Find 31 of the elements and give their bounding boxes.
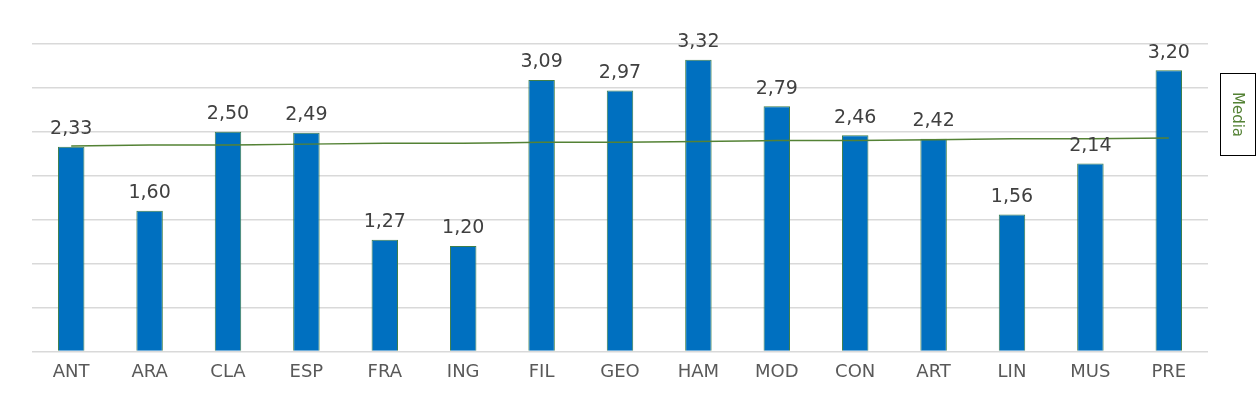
data-label: 2,42	[912, 108, 955, 131]
x-tick-label: GEO	[600, 359, 640, 381]
data-label: 2,14	[1069, 132, 1112, 155]
text: Media	[1229, 92, 1247, 138]
x-tick-label: PRE	[1151, 359, 1187, 381]
data-label: 1,60	[128, 180, 171, 203]
data-label: 2,79	[755, 75, 798, 98]
data-label: 1,20	[442, 215, 485, 238]
data-label: 3,09	[520, 49, 563, 72]
data-label: 1,27	[363, 209, 406, 232]
data-label: 2,33	[50, 116, 93, 139]
data-label: 2,50	[206, 101, 250, 124]
x-tick-label: MUS	[1070, 359, 1111, 381]
data-label: 2,97	[598, 59, 642, 82]
x-tick-label: ANT	[52, 359, 91, 381]
x-tick-label: ESP	[289, 359, 324, 381]
data-label: 1,56	[990, 183, 1034, 206]
x-tick-label: CON	[835, 359, 876, 381]
data-label: 2,49	[285, 102, 328, 125]
data-label: 2,46	[834, 104, 877, 127]
x-tick-label: FIL	[528, 359, 555, 381]
x-tick-label: ART	[916, 359, 952, 381]
x-tick-label: CLA	[210, 359, 247, 381]
x-tick-label: LIN	[997, 359, 1027, 381]
x-tick-label: ING	[446, 359, 480, 381]
x-tick-label: MOD	[755, 359, 799, 381]
x-tick-label: ARA	[131, 359, 169, 381]
data-label: 3,20	[1147, 39, 1190, 62]
x-tick-label: HAM	[677, 359, 720, 381]
x-tick-label: FRA	[367, 359, 403, 381]
data-label: 3,32	[677, 29, 720, 52]
